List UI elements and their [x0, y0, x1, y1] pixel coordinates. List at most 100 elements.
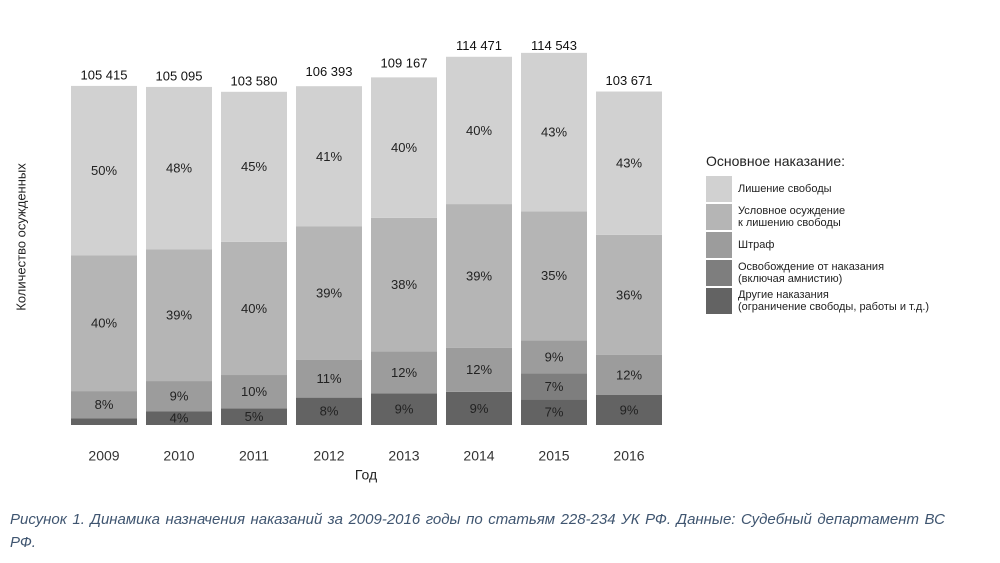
- x-tick-label: 2014: [463, 448, 494, 464]
- bar-segment: [521, 340, 587, 374]
- value-label: 36%: [616, 287, 642, 302]
- value-label: 40%: [391, 140, 417, 155]
- caption: Рисунок 1. Динамика назначения наказаний…: [10, 511, 945, 551]
- value-label: 7%: [545, 379, 564, 394]
- x-tick-label: 2009: [88, 448, 119, 464]
- legend-label: Другие наказания (ограничение свободы, р…: [738, 289, 930, 313]
- value-label: 35%: [541, 268, 567, 283]
- value-label: 40%: [466, 123, 492, 138]
- value-label: 39%: [166, 308, 192, 323]
- chart: Год Количество осужденных 8% 40% 50% 105 41…: [13, 38, 662, 483]
- bar-segment: [371, 77, 437, 218]
- bar-segment: [221, 375, 287, 409]
- value-label: 40%: [91, 316, 117, 331]
- bar-segment: [146, 411, 212, 425]
- x-axis-label: Год: [355, 467, 377, 483]
- x-tick-label: 2013: [388, 448, 419, 464]
- value-label: 12%: [466, 362, 492, 377]
- value-label: 9%: [545, 349, 564, 364]
- bar-segment: [596, 91, 662, 235]
- legend-label: Освобождение от наказания (включая амнис…: [738, 261, 885, 285]
- bar-segment: [221, 241, 287, 376]
- bar-segment: [146, 381, 212, 412]
- bar-segment: [371, 351, 437, 394]
- value-label: 12%: [616, 367, 642, 382]
- bar-segment: [446, 204, 512, 348]
- value-label: 10%: [241, 384, 267, 399]
- total-label: 105 095: [156, 68, 203, 83]
- bar-segment: [296, 359, 362, 398]
- legend-item: Условное осуждение к лишению свободы: [706, 203, 929, 231]
- x-tick-label: 2010: [163, 448, 194, 464]
- bar-segment: [446, 347, 512, 392]
- value-label: 9%: [620, 402, 639, 417]
- bar-segment: [221, 91, 287, 242]
- legend-item: Лишение свободы: [706, 175, 929, 203]
- value-label: 12%: [391, 365, 417, 380]
- value-label: 9%: [170, 389, 189, 404]
- x-tick-label: 2012: [313, 448, 344, 464]
- total-label: 103 671: [606, 73, 653, 88]
- value-label: 8%: [95, 397, 114, 412]
- bar-segment: [71, 85, 137, 256]
- legend-label: Штраф: [738, 239, 775, 251]
- bar-segment: [371, 393, 437, 425]
- bar-segment: [296, 226, 362, 360]
- legend-swatch: [706, 204, 732, 230]
- value-label: 43%: [541, 125, 567, 140]
- bar-segment: [596, 234, 662, 355]
- value-label: 43%: [616, 156, 642, 171]
- x-tick-label: 2011: [239, 448, 269, 464]
- x-tick-label: 2015: [538, 448, 569, 464]
- bar-segment: [146, 249, 212, 382]
- bar-segment: [521, 373, 587, 400]
- legend-label: Лишение свободы: [738, 183, 832, 195]
- value-label: 8%: [320, 404, 339, 419]
- legend-title: Основное наказание:: [706, 153, 846, 169]
- bar-segment: [521, 399, 587, 425]
- bar-segment: [71, 391, 137, 419]
- bar-segment: [446, 56, 512, 205]
- value-label: 40%: [241, 301, 267, 316]
- value-label: 11%: [316, 371, 341, 386]
- legend-item: Освобождение от наказания (включая амнис…: [706, 259, 929, 287]
- bar-segment: [371, 217, 437, 352]
- legend: Основное наказание: Лишение свободы Услов…: [706, 153, 929, 315]
- value-label: 7%: [545, 405, 564, 420]
- value-label: 9%: [395, 402, 414, 417]
- legend-item: Другие наказания (ограничение свободы, р…: [706, 287, 929, 315]
- value-label: 38%: [391, 277, 417, 292]
- total-label: 103 580: [231, 73, 278, 88]
- bar-segment: [521, 52, 587, 212]
- value-label: 50%: [91, 163, 117, 178]
- bar-segment: [446, 391, 512, 425]
- total-label: 105 415: [81, 67, 128, 82]
- bar-segment: [146, 86, 212, 250]
- total-label: 106 393: [306, 64, 353, 79]
- legend-label: Условное осуждение к лишению свободы: [738, 205, 846, 229]
- legend-swatch: [706, 176, 732, 202]
- bar-segment: [71, 255, 137, 392]
- total-label: 114 543: [531, 38, 577, 53]
- value-label: 9%: [470, 401, 489, 416]
- value-label: 4%: [170, 411, 189, 426]
- bar-segment: [596, 394, 662, 425]
- legend-swatch: [706, 288, 732, 314]
- value-label: 39%: [466, 268, 492, 283]
- y-axis-label: Количество осужденных: [13, 163, 28, 311]
- bar-segment: [71, 418, 137, 425]
- legend-swatch: [706, 260, 732, 286]
- value-label: 5%: [245, 409, 264, 424]
- legend-item: Штраф: [706, 231, 929, 259]
- x-tick-label: 2016: [613, 448, 644, 464]
- total-label: 114 471: [456, 38, 502, 53]
- value-label: 45%: [241, 159, 267, 174]
- bar-segment: [221, 408, 287, 425]
- bar-segment: [596, 354, 662, 395]
- value-label: 41%: [316, 149, 342, 164]
- value-label: 39%: [316, 286, 342, 301]
- value-label: 48%: [166, 161, 192, 176]
- legend-swatch: [706, 232, 732, 258]
- total-label: 109 167: [381, 55, 428, 70]
